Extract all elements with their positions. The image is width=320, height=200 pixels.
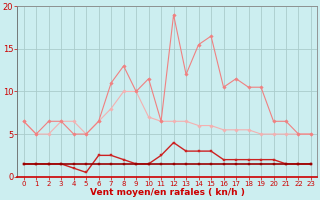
X-axis label: Vent moyen/en rafales ( kn/h ): Vent moyen/en rafales ( kn/h )	[90, 188, 245, 197]
